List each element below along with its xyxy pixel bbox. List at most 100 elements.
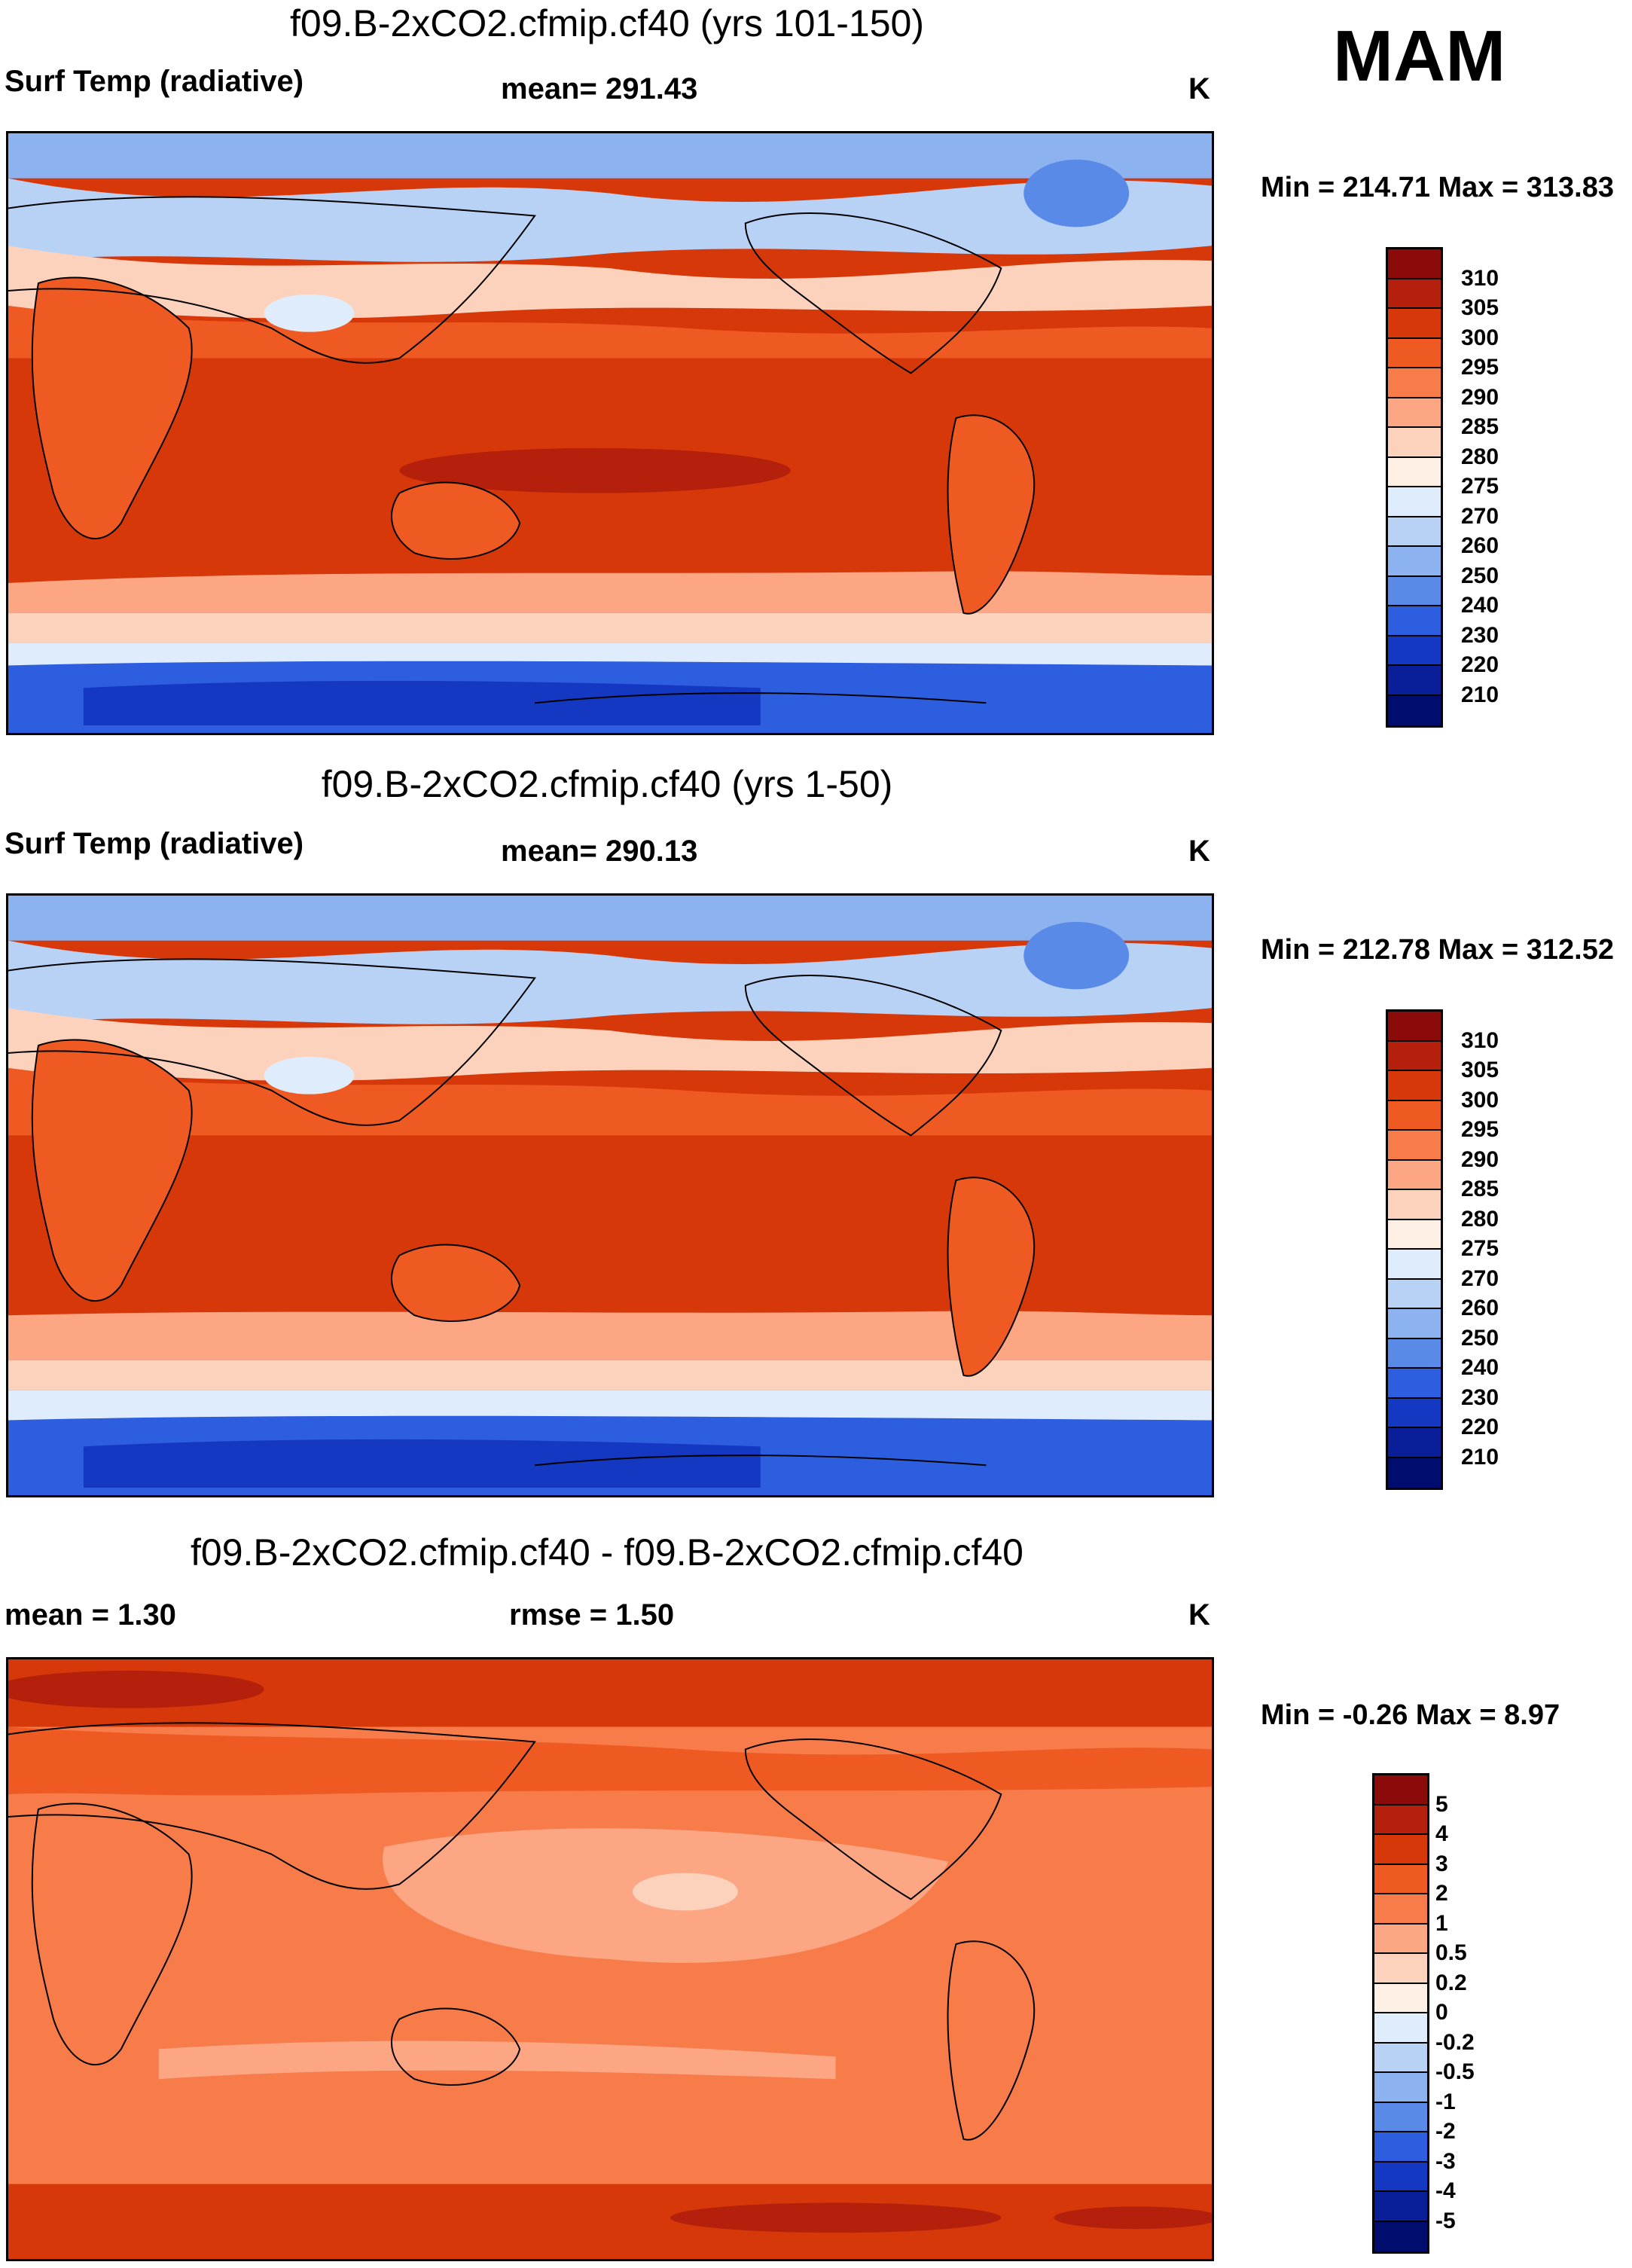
colorbar-box bbox=[1388, 1339, 1441, 1369]
colorbar-box bbox=[1374, 1954, 1427, 1984]
colorbar-box bbox=[1388, 368, 1441, 398]
colorbar-box bbox=[1374, 1894, 1427, 1925]
panel1-units: K bbox=[1188, 72, 1210, 105]
colorbar-label: -2 bbox=[1435, 2119, 1456, 2144]
colorbar-box bbox=[1374, 2102, 1427, 2132]
colorbar-box bbox=[1388, 1369, 1441, 1399]
colorbar-box bbox=[1374, 1864, 1427, 1894]
colorbar-label: 1 bbox=[1435, 1910, 1448, 1936]
colorbar-label: 250 bbox=[1461, 1325, 1499, 1351]
colorbar-box bbox=[1388, 1071, 1441, 1101]
colorbar-box bbox=[1374, 1983, 1427, 2013]
colorbar-label: 230 bbox=[1461, 622, 1499, 648]
colorbar-label: -4 bbox=[1435, 2178, 1456, 2203]
colorbar-label: 295 bbox=[1461, 1117, 1499, 1142]
colorbar-box bbox=[1388, 428, 1441, 458]
colorbar-box bbox=[1388, 517, 1441, 547]
panel3-units: K bbox=[1188, 1598, 1210, 1632]
colorbar-label: -5 bbox=[1435, 2208, 1456, 2233]
colorbar-label: 3 bbox=[1435, 1851, 1448, 1876]
panel2-map bbox=[6, 893, 1214, 1497]
colorbar-label: 310 bbox=[1461, 265, 1499, 291]
colorbar-box bbox=[1388, 487, 1441, 517]
colorbar-box bbox=[1388, 1279, 1441, 1309]
colorbar-box bbox=[1388, 1250, 1441, 1280]
panel3-title: f09.B-2xCO2.cfmip.cf40 - f09.B-2xCO2.cfm… bbox=[191, 1531, 1023, 1574]
colorbar-label: 260 bbox=[1461, 533, 1499, 558]
colorbar-label: 310 bbox=[1461, 1027, 1499, 1053]
panel2-colorbar bbox=[1386, 1009, 1443, 1490]
colorbar-box bbox=[1374, 2013, 1427, 2044]
colorbar-label: 285 bbox=[1461, 414, 1499, 439]
colorbar-box bbox=[1388, 309, 1441, 339]
colorbar-label: 290 bbox=[1461, 1146, 1499, 1172]
panel1-variable-label: Surf Temp (radiative) bbox=[5, 65, 304, 98]
colorbar-box bbox=[1388, 457, 1441, 487]
colorbar-label: 2 bbox=[1435, 1881, 1448, 1906]
colorbar-box bbox=[1388, 1219, 1441, 1250]
colorbar-box bbox=[1388, 1398, 1441, 1428]
colorbar-label: 280 bbox=[1461, 1206, 1499, 1232]
colorbar-box bbox=[1374, 2043, 1427, 2073]
colorbar-box bbox=[1388, 1100, 1441, 1131]
colorbar-box bbox=[1374, 1835, 1427, 1865]
colorbar-label: -0.2 bbox=[1435, 2029, 1475, 2055]
colorbar-box bbox=[1388, 1041, 1441, 1071]
colorbar-label: 305 bbox=[1461, 1058, 1499, 1082]
colorbar-label: 0.2 bbox=[1435, 1970, 1467, 1995]
colorbar-label: -3 bbox=[1435, 2148, 1456, 2174]
colorbar-box bbox=[1374, 2132, 1427, 2163]
colorbar-label: 280 bbox=[1461, 444, 1499, 469]
colorbar-box bbox=[1388, 1458, 1441, 1488]
colorbar-label: 4 bbox=[1435, 1821, 1448, 1846]
colorbar-box bbox=[1388, 1131, 1441, 1161]
colorbar-label: 220 bbox=[1461, 652, 1499, 677]
colorbar-label: -0.5 bbox=[1435, 2059, 1475, 2084]
colorbar-label: 220 bbox=[1461, 1415, 1499, 1439]
colorbar-label: 295 bbox=[1461, 355, 1499, 380]
colorbar-label: 5 bbox=[1435, 1791, 1448, 1817]
panel3-rmse-label: rmse = 1.50 bbox=[509, 1598, 675, 1632]
colorbar-label: 270 bbox=[1461, 1265, 1499, 1291]
colorbar-box bbox=[1388, 576, 1441, 606]
colorbar-box bbox=[1374, 2162, 1427, 2192]
colorbar-label: 300 bbox=[1461, 325, 1499, 350]
colorbar-box bbox=[1388, 547, 1441, 577]
panel1-minmax: Min = 214.71 Max = 313.83 bbox=[1261, 172, 1614, 203]
colorbar-box bbox=[1388, 606, 1441, 636]
colorbar-box bbox=[1388, 249, 1441, 279]
panel1-mean-label: mean= 291.43 bbox=[501, 72, 698, 105]
colorbar-label: 285 bbox=[1461, 1177, 1499, 1201]
panel3-mean-label: mean = 1.30 bbox=[5, 1598, 176, 1632]
colorbar-box bbox=[1388, 338, 1441, 368]
colorbar-label: 300 bbox=[1461, 1087, 1499, 1113]
colorbar-box bbox=[1388, 1160, 1441, 1190]
panel2-mean-label: mean= 290.13 bbox=[501, 835, 698, 868]
colorbar-box bbox=[1374, 1924, 1427, 1954]
colorbar-label: 210 bbox=[1461, 682, 1499, 707]
colorbar-label: 260 bbox=[1461, 1296, 1499, 1320]
panel2-minmax: Min = 212.78 Max = 312.52 bbox=[1261, 934, 1614, 966]
colorbar-box bbox=[1388, 1309, 1441, 1339]
panel1-map bbox=[6, 131, 1214, 735]
colorbar-box bbox=[1374, 2221, 1427, 2251]
colorbar-label: 250 bbox=[1461, 563, 1499, 588]
panel2-units: K bbox=[1188, 835, 1210, 868]
colorbar-box bbox=[1374, 1775, 1427, 1806]
colorbar-box bbox=[1388, 636, 1441, 666]
colorbar-box bbox=[1388, 666, 1441, 696]
colorbar-label: 290 bbox=[1461, 384, 1499, 410]
colorbar-box bbox=[1388, 1190, 1441, 1220]
colorbar-box bbox=[1374, 1805, 1427, 1835]
colorbar-box bbox=[1374, 2073, 1427, 2103]
colorbar-label: 275 bbox=[1461, 1236, 1499, 1261]
colorbar-label: 270 bbox=[1461, 503, 1499, 529]
colorbar-box bbox=[1388, 695, 1441, 725]
colorbar-box bbox=[1388, 398, 1441, 428]
colorbar-label: 0 bbox=[1435, 2000, 1448, 2025]
colorbar-label: 275 bbox=[1461, 474, 1499, 499]
panel3-minmax: Min = -0.26 Max = 8.97 bbox=[1261, 1699, 1560, 1731]
colorbar-box bbox=[1388, 279, 1441, 309]
colorbar-label: 0.5 bbox=[1435, 1940, 1467, 1965]
panel3-colorbar bbox=[1372, 1773, 1429, 2254]
